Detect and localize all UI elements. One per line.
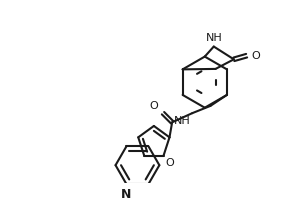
Text: NH: NH (174, 116, 190, 126)
Text: O: O (150, 101, 158, 111)
Text: O: O (251, 51, 260, 61)
Text: O: O (165, 158, 174, 168)
Text: N: N (121, 188, 132, 200)
Text: NH: NH (206, 33, 222, 43)
